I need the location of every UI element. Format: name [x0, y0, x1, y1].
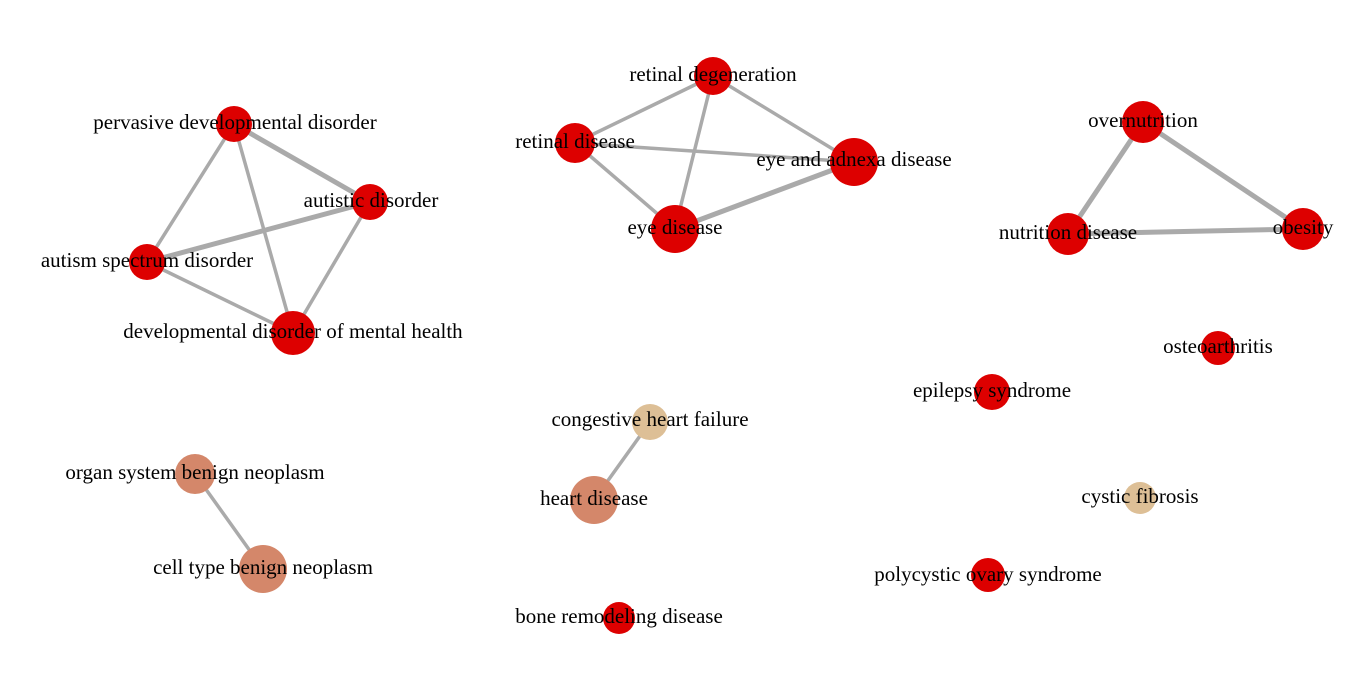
node-chf[interactable] — [632, 404, 668, 440]
node-pdd[interactable] — [216, 106, 252, 142]
edge-nutrition-obesity — [1065, 226, 1306, 237]
node-label-retdis: retinal disease — [515, 129, 635, 153]
node-ctbn[interactable] — [239, 545, 287, 593]
labels-layer: pervasive developmental disorder autistic… — [41, 62, 1334, 628]
edge-autistic-asd — [144, 199, 373, 265]
node-label-retdeg: retinal degeneration — [629, 62, 797, 86]
node-label-eyeadnexa: eye and adnexa disease — [756, 147, 951, 171]
edge-retdeg-eyeadnexa — [711, 74, 856, 164]
node-nutrition[interactable] — [1047, 213, 1089, 255]
edge-autistic-ddmh — [291, 200, 372, 335]
node-label-epilepsy: epilepsy syndrome — [913, 378, 1071, 402]
node-label-ctbn: cell type benign neoplasm — [153, 555, 373, 579]
edge-eyedis-eyeadnexa — [672, 159, 857, 232]
node-label-asd: autism spectrum disorder — [41, 248, 253, 272]
edge-overnutrition-obesity — [1140, 119, 1306, 232]
node-osbn[interactable] — [175, 454, 215, 494]
edge-overnutrition-nutrition — [1065, 119, 1146, 237]
node-label-chf: congestive heart failure — [551, 407, 748, 431]
edge-pdd-autistic — [231, 121, 373, 205]
node-label-pdd: pervasive developmental disorder — [93, 110, 376, 134]
node-retdeg[interactable] — [694, 57, 732, 95]
node-bone[interactable] — [603, 602, 635, 634]
node-osteoarthritis[interactable] — [1201, 331, 1235, 365]
node-label-cf: cystic fibrosis — [1081, 484, 1198, 508]
node-asd[interactable] — [129, 244, 165, 280]
node-label-pcos: polycystic ovary syndrome — [874, 562, 1101, 586]
node-retdis[interactable] — [555, 123, 595, 163]
edge-retdeg-retdis — [573, 74, 715, 145]
node-overnutrition[interactable] — [1122, 101, 1164, 143]
node-pcos[interactable] — [971, 558, 1005, 592]
node-eyeadnexa[interactable] — [830, 138, 878, 186]
node-label-autistic: autistic disorder — [304, 188, 439, 212]
node-ddmh[interactable] — [271, 311, 315, 355]
node-label-obesity: obesity — [1273, 215, 1334, 239]
node-eyedis[interactable] — [651, 205, 699, 253]
node-label-overnutrition: overnutrition — [1088, 108, 1198, 132]
node-label-heart: heart disease — [540, 486, 648, 510]
node-epilepsy[interactable] — [974, 374, 1010, 410]
node-heart[interactable] — [570, 476, 618, 524]
edge-pdd-asd — [145, 122, 236, 264]
node-cf[interactable] — [1124, 482, 1156, 514]
edge-retdis-eyeadnexa — [573, 141, 856, 164]
node-label-ddmh: developmental disorder of mental health — [123, 319, 463, 343]
node-label-eyedis: eye disease — [627, 215, 722, 239]
edge-asd-ddmh — [145, 260, 295, 335]
node-label-osteoarthritis: osteoarthritis — [1163, 334, 1273, 358]
node-label-bone: bone remodeling disease — [515, 604, 723, 628]
node-autistic[interactable] — [352, 184, 388, 220]
edges-layer — [144, 74, 1306, 571]
nodes-layer — [129, 57, 1324, 634]
node-label-nutrition: nutrition disease — [999, 220, 1137, 244]
node-obesity[interactable] — [1282, 208, 1324, 250]
node-label-osbn: organ system benign neoplasm — [65, 460, 324, 484]
